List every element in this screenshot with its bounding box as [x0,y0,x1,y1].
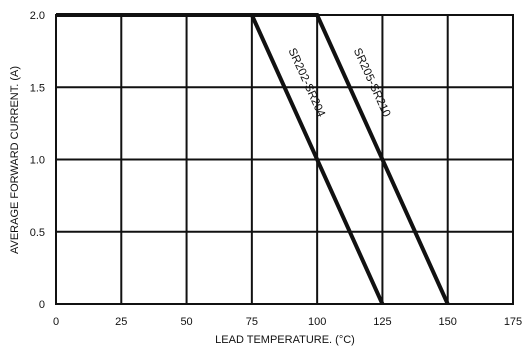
x-tick-label: 150 [439,316,457,328]
x-tick-label: 25 [115,316,127,328]
y-tick-label: 0 [39,299,45,311]
x-tick-label: 50 [180,316,192,328]
series-label-0: SR202-SR204 [286,46,328,119]
y-tick-label: 0.5 [30,227,45,239]
y-tick-label: 1.5 [30,82,45,94]
x-tick-label: 175 [504,316,522,328]
series-labels: SR202-SR204 SR205-SR210 [286,46,393,119]
chart-ticks: 0 25 50 75 100 125 150 175 0 0.5 1.0 1.5 2.0 [30,10,522,328]
x-tick-label: 125 [373,316,391,328]
y-axis-label: AVERAGE FORWARD CURRENT. (A) [9,66,21,254]
x-tick-label: 75 [246,316,258,328]
chart-grid [55,14,514,305]
y-tick-label: 1.0 [30,155,45,167]
x-axis-label: LEAD TEMPERATURE. (°C) [215,334,355,346]
series-line-1 [56,13,450,305]
y-tick-label: 2.0 [30,10,45,22]
chart-series [56,13,450,305]
x-tick-label: 100 [308,316,326,328]
x-tick-label: 0 [53,316,59,328]
